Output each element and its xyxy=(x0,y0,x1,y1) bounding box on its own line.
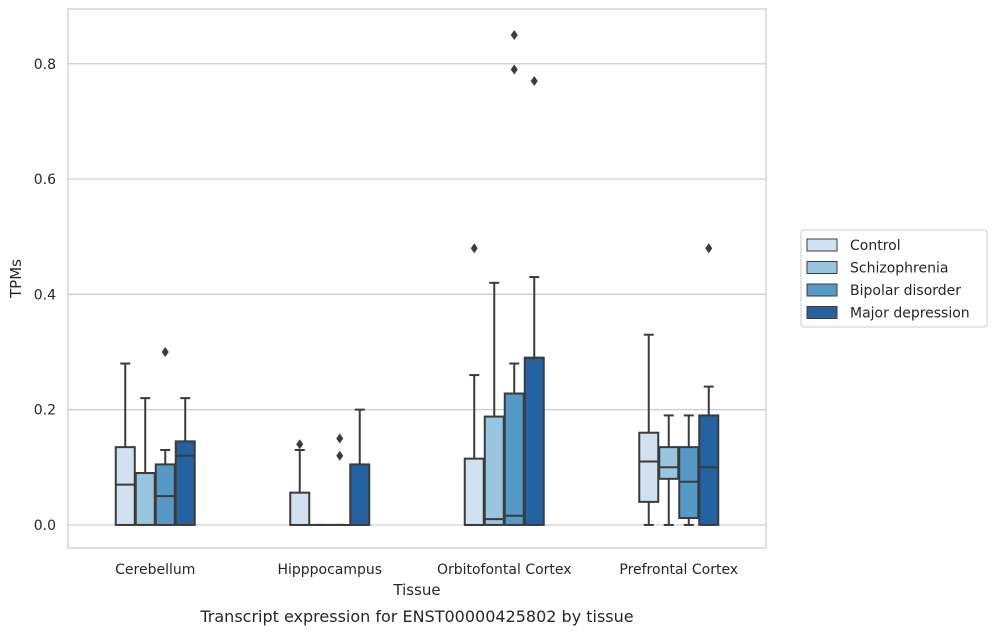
box-item xyxy=(174,397,196,526)
outlier-marker xyxy=(296,439,304,450)
legend: Control Schizophrenia Bipolar disorder Majo… xyxy=(800,229,988,328)
chart-caption: Transcript expression for ENST0000042580… xyxy=(199,607,633,626)
box-iqr xyxy=(658,446,680,480)
outlier-marker xyxy=(336,433,344,444)
box-iqr xyxy=(503,392,525,526)
legend-frame xyxy=(800,229,988,328)
box-item xyxy=(154,347,176,526)
box-iqr xyxy=(523,356,545,526)
series-bipolar-disorder xyxy=(154,29,700,526)
x-tick-label: Cerebellum xyxy=(115,562,195,578)
box-item xyxy=(463,243,485,526)
box-item xyxy=(329,433,351,526)
box-item xyxy=(658,414,680,526)
outlier-marker xyxy=(470,243,478,254)
box-iqr xyxy=(463,457,485,526)
box-iqr xyxy=(134,472,156,526)
box-iqr xyxy=(174,440,196,526)
legend-swatch xyxy=(806,238,838,252)
x-tick-label: Hipppocampus xyxy=(277,562,382,578)
box-item xyxy=(349,408,371,526)
y-tick-label: 0.0 xyxy=(34,518,56,534)
box-iqr xyxy=(289,491,311,526)
y-axis-ticks: 0.0 0.2 0.4 0.6 0.8 xyxy=(34,57,56,534)
legend-label: Schizophrenia xyxy=(850,261,948,277)
outlier-marker xyxy=(705,243,713,254)
box-iqr xyxy=(698,414,720,526)
box-item xyxy=(134,397,156,526)
box-iqr xyxy=(638,431,660,503)
box-iqr xyxy=(114,446,136,526)
x-axis-label: Tissue xyxy=(392,581,440,599)
y-tick-label: 0.2 xyxy=(34,403,56,419)
series-control xyxy=(114,243,660,526)
series-major-depression xyxy=(174,76,720,526)
legend-label: Control xyxy=(850,238,901,254)
box-iqr xyxy=(154,463,176,526)
outlier-marker xyxy=(161,347,169,357)
legend-swatch xyxy=(806,306,838,319)
legend-label: Major depression xyxy=(850,306,970,322)
series-schizophrenia xyxy=(134,281,680,526)
box-item xyxy=(638,333,660,526)
outlier-marker xyxy=(336,450,344,461)
y-axis-label: TPMs xyxy=(7,259,25,299)
x-tick-label: Prefrontal Cortex xyxy=(619,562,738,578)
box-item xyxy=(698,243,720,526)
box-item xyxy=(523,76,545,526)
legend-swatch xyxy=(806,283,838,297)
outlier-marker xyxy=(510,29,518,40)
y-tick-label: 0.6 xyxy=(34,172,56,188)
y-tick-label: 0.8 xyxy=(34,57,56,73)
box-item xyxy=(483,281,505,526)
box-iqr xyxy=(349,463,371,526)
plot-area-frame xyxy=(67,8,767,549)
legend-swatch xyxy=(806,261,838,274)
box-item xyxy=(503,29,525,526)
legend-items: Control Schizophrenia Bipolar disorder Majo… xyxy=(806,238,970,322)
box-item xyxy=(114,362,136,526)
box-series-layer xyxy=(114,29,720,526)
outlier-marker xyxy=(510,64,518,75)
legend-label: Bipolar disorder xyxy=(850,283,961,299)
outlier-marker xyxy=(530,76,538,87)
y-tick-label: 0.4 xyxy=(34,287,56,303)
box-item xyxy=(289,439,311,526)
x-tick-label: Orbitofontal Cortex xyxy=(437,562,572,578)
box-iqr xyxy=(483,415,505,526)
x-axis-ticks: Cerebellum Hipppocampus Orbitofontal Corte… xyxy=(115,562,738,578)
box-item xyxy=(678,414,700,526)
